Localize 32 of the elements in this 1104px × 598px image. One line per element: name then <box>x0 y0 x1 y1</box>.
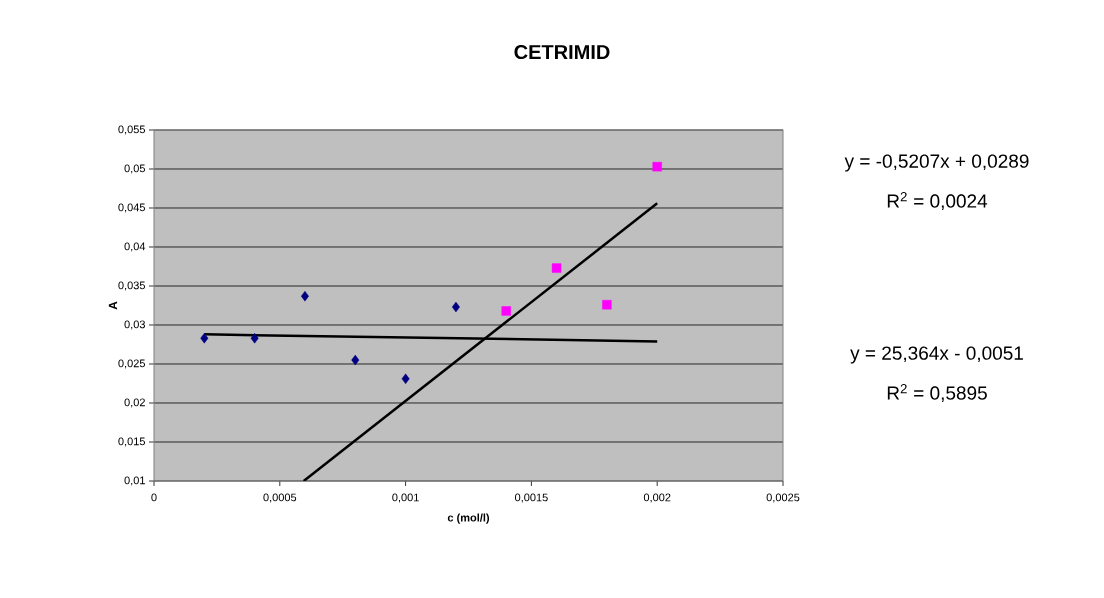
point <box>351 354 360 366</box>
x-axis-title: c (mol/l) <box>447 513 490 524</box>
x-tick-label: 0,0015 <box>515 493 548 503</box>
point <box>652 161 662 172</box>
point <box>401 373 410 385</box>
text: y = 25,364x - 0,0051 <box>850 346 1023 364</box>
point <box>200 333 209 344</box>
y-tick-label: 0,015 <box>118 437 145 447</box>
y-tick-label: 0,035 <box>118 281 145 291</box>
point <box>451 301 460 313</box>
x-tick-label: 0,002 <box>643 493 671 503</box>
y-tick-label: 0,04 <box>124 242 146 252</box>
y-tick-label: 0,025 <box>118 359 145 369</box>
text: R$^{2}$ = 0,0024 <box>887 192 988 210</box>
y-tick-label: 0,05 <box>124 164 145 174</box>
point <box>501 306 511 316</box>
chart-title: CETRIMID <box>514 44 610 60</box>
y-tick-label: 0,02 <box>124 398 145 408</box>
x-tick-label: 0,0025 <box>766 493 800 503</box>
y-tick-label: 0,03 <box>124 320 145 330</box>
x-tick-label: 0 <box>151 493 157 502</box>
point <box>602 300 612 310</box>
y-tick-label: 0,055 <box>118 125 145 135</box>
y-tick-label: 0,01 <box>124 476 145 486</box>
text: R$^{2}$ = 0,5895 <box>887 384 987 402</box>
y-tick-label: 0,045 <box>118 203 145 213</box>
x-tick-label: 0,0005 <box>263 493 297 503</box>
text: y = -0,5207x + 0,0289 <box>844 154 1029 172</box>
point <box>551 263 562 273</box>
point <box>250 333 259 344</box>
y-axis-title: A <box>108 301 118 310</box>
x-tick-label: 0,001 <box>392 493 419 503</box>
